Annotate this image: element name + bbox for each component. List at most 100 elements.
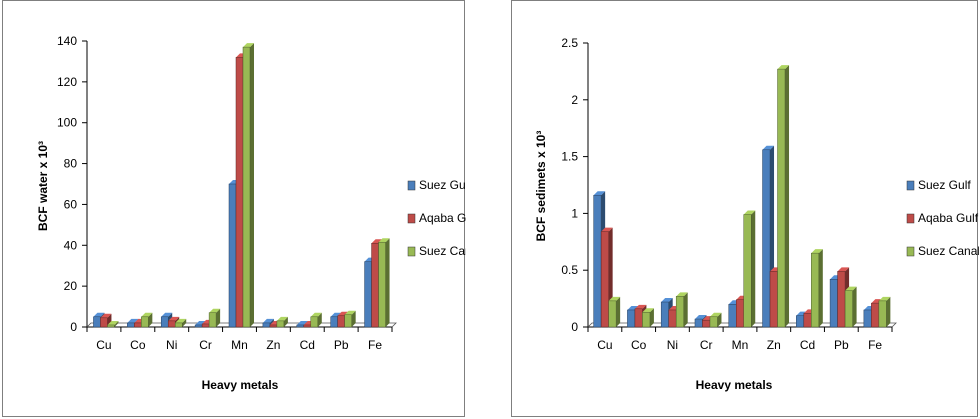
bar-suez-canal-pb — [844, 290, 853, 328]
bar-side — [785, 65, 790, 328]
bar-suez-canal-cu — [608, 300, 617, 328]
bar-top — [845, 286, 857, 291]
x-tick-label: Cd — [300, 338, 315, 352]
bar-top — [141, 312, 153, 317]
y-tick-label: 0 — [571, 320, 578, 334]
bar-top — [634, 304, 647, 309]
bar-aqaba-gulf-zn — [769, 271, 778, 328]
bar-top — [608, 296, 621, 301]
x-tick-label: Pb — [334, 338, 349, 352]
bar-top — [337, 311, 349, 316]
bar-top — [371, 239, 383, 244]
y-tick-label: 2 — [571, 93, 578, 107]
y-tick-label: 60 — [64, 197, 78, 211]
legend-swatch — [407, 180, 416, 191]
bar-suez-gulf-pb — [829, 279, 838, 328]
bar-top — [296, 320, 308, 325]
y-tick-label: 1.5 — [561, 150, 578, 164]
bar-top — [209, 308, 221, 313]
bar-aqaba-gulf-ni — [668, 309, 677, 328]
bar-side — [818, 249, 823, 327]
y-tick-label: 0.5 — [561, 263, 578, 277]
bar-suez-canal-zn — [276, 320, 285, 328]
bar-suez-gulf-cr — [694, 318, 703, 328]
x-tick-label: Fe — [868, 338, 882, 352]
bar-aqaba-gulf-cd — [803, 313, 812, 328]
chart-panel-sediments: BCF sedimets x 10³ Heavy metals 0 0.5 1 1.5… — [511, 0, 979, 417]
y-tick-label: 40 — [64, 238, 78, 252]
bar-suez-canal-co — [642, 311, 651, 328]
bar-top — [777, 65, 790, 70]
bar-aqaba-gulf-zn — [269, 324, 278, 328]
y-tick-label: 2.5 — [561, 36, 578, 50]
bar-side — [649, 308, 654, 327]
legend-label: Aqaba Gulf — [419, 211, 466, 225]
bar-suez-gulf-cd — [796, 315, 805, 328]
x-tick-label: Zn — [767, 338, 781, 352]
y-axis-title: BCF water x 10³ — [36, 141, 50, 231]
bar-suez-canal-cd — [310, 316, 319, 328]
bar-suez-canal-mn — [242, 46, 251, 328]
bcf-sediments-chart: BCF sedimets x 10³ Heavy metals 0 0.5 1 1.5… — [534, 36, 979, 392]
bar-suez-gulf-zn — [762, 149, 771, 328]
bar-top — [694, 315, 707, 320]
bar-top — [593, 191, 606, 196]
legend-label: Suez Gulf — [419, 178, 466, 192]
x-tick-label: Cd — [800, 338, 815, 352]
bar-side — [351, 310, 356, 327]
bar-aqaba-gulf-cd — [303, 324, 312, 328]
bar-side — [283, 316, 288, 327]
x-axis-title: Heavy metals — [696, 378, 773, 392]
chart-panel-water: BCF water x 10³ Heavy metals 0 20 40 60 80 10… — [2, 0, 466, 417]
legend-swatch — [906, 213, 915, 224]
bar-top — [276, 316, 288, 321]
y-tick-label: 0 — [70, 320, 77, 334]
bar-top — [100, 313, 112, 318]
bar-top — [243, 43, 254, 48]
y-tick-label: 100 — [57, 116, 77, 130]
bar-top — [127, 318, 139, 323]
bar-top — [330, 312, 342, 317]
bar-suez-gulf-pb — [330, 316, 338, 328]
bar-aqaba-gulf-co — [634, 308, 643, 328]
bar-side — [182, 318, 187, 327]
bar-aqaba-gulf-ni — [167, 320, 176, 328]
bar-suez-gulf-co — [627, 309, 636, 328]
x-tick-label: Pb — [834, 338, 849, 352]
bar-suez-canal-cr — [208, 312, 217, 328]
bar-side — [751, 210, 756, 327]
bar-suez-canal-cr — [709, 316, 718, 328]
bar-suez-canal-cd — [811, 252, 820, 328]
legend-label: Aqaba Gulf — [918, 211, 979, 225]
y-axis-title: BCF sedimets x 10³ — [534, 131, 548, 242]
bar-aqaba-gulf-cu — [100, 317, 108, 328]
bar-side — [317, 312, 322, 327]
legend-swatch — [407, 213, 416, 224]
bar-top — [175, 318, 187, 323]
bar-top — [878, 296, 891, 301]
bar-suez-gulf-cu — [593, 194, 602, 328]
bar-suez-gulf-co — [127, 322, 135, 328]
bar-suez-canal-mn — [743, 214, 752, 328]
bar-top — [168, 316, 180, 321]
bar-side — [852, 286, 857, 327]
x-tick-label: Mn — [732, 338, 749, 352]
bar-aqaba-gulf-fe — [371, 242, 379, 328]
bar-suez-canal-fe — [378, 241, 386, 328]
bar-top — [676, 292, 688, 297]
x-tick-label: Ni — [667, 338, 678, 352]
bar-suez-gulf-cu — [93, 316, 101, 328]
bar-side — [717, 312, 722, 327]
bar-side — [250, 43, 254, 327]
x-tick-label: Co — [130, 338, 146, 352]
legend-label: Suez Canal — [419, 244, 466, 258]
bar-suez-canal-zn — [777, 68, 786, 328]
x-tick-label: Cr — [700, 338, 713, 352]
legend-swatch — [906, 180, 915, 191]
bar-suez-canal-cu — [107, 324, 115, 328]
bar-side — [216, 308, 221, 327]
bar-suez-canal-ni — [174, 322, 183, 328]
bar-top — [837, 267, 850, 272]
bar-suez-gulf-cr — [194, 324, 203, 328]
bar-aqaba-gulf-pb — [837, 271, 846, 328]
